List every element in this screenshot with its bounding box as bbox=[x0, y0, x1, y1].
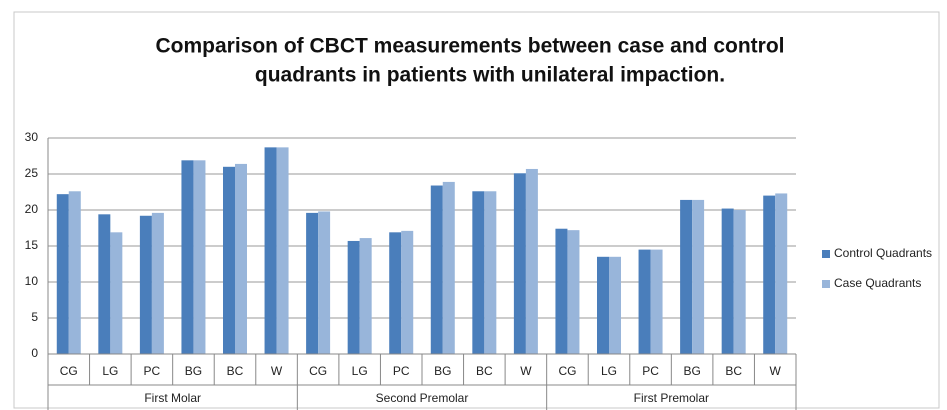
y-tick-label: 5 bbox=[31, 310, 38, 324]
bar bbox=[650, 249, 663, 354]
x-tick-label: W bbox=[271, 364, 283, 378]
legend-label: Control Quadrants bbox=[834, 246, 932, 260]
bar bbox=[151, 212, 164, 354]
bar bbox=[359, 238, 372, 354]
bar bbox=[68, 191, 81, 354]
x-tick-label: CG bbox=[60, 364, 78, 378]
bar bbox=[638, 249, 651, 354]
x-tick-label: BG bbox=[683, 364, 700, 378]
group-label: First Molar bbox=[144, 391, 201, 405]
bar bbox=[733, 210, 746, 354]
bar bbox=[181, 160, 194, 354]
bar bbox=[525, 168, 538, 354]
bar bbox=[680, 199, 693, 354]
legend-swatch bbox=[822, 250, 830, 258]
bar bbox=[223, 166, 235, 354]
x-tick-label: PC bbox=[144, 364, 161, 378]
x-tick-label: BC bbox=[725, 364, 742, 378]
y-tick-label: 15 bbox=[25, 238, 39, 252]
y-tick-label: 0 bbox=[31, 346, 38, 360]
bar bbox=[555, 228, 568, 354]
x-tick-label: PC bbox=[393, 364, 410, 378]
chart-title: Comparison of CBCT measurements between … bbox=[156, 35, 785, 58]
bar bbox=[721, 208, 734, 354]
bar bbox=[609, 256, 621, 354]
x-tick-label: W bbox=[520, 364, 532, 378]
bar bbox=[430, 185, 443, 354]
bar bbox=[389, 232, 402, 354]
x-tick-label: BC bbox=[227, 364, 244, 378]
bar bbox=[347, 240, 360, 354]
group-label: Second Premolar bbox=[376, 391, 469, 405]
y-tick-label: 20 bbox=[25, 202, 39, 216]
chart-title: quadrants in patients with unilateral im… bbox=[255, 64, 725, 87]
legend-label: Case Quadrants bbox=[834, 276, 921, 290]
bar bbox=[318, 211, 331, 354]
x-tick-label: CG bbox=[558, 364, 576, 378]
bar bbox=[775, 193, 788, 354]
x-tick-label: BG bbox=[434, 364, 451, 378]
bar bbox=[276, 147, 289, 354]
bar bbox=[264, 147, 277, 354]
x-tick-label: PC bbox=[642, 364, 659, 378]
x-tick-label: BC bbox=[476, 364, 493, 378]
y-tick-label: 30 bbox=[25, 130, 39, 144]
y-tick-label: 10 bbox=[25, 274, 39, 288]
x-tick-label: LG bbox=[102, 364, 118, 378]
legend-swatch bbox=[822, 280, 830, 288]
bar bbox=[110, 232, 123, 354]
bar bbox=[513, 173, 526, 354]
bar bbox=[235, 163, 247, 354]
bar bbox=[442, 181, 455, 354]
bar bbox=[692, 199, 705, 354]
x-tick-label: BG bbox=[185, 364, 202, 378]
bar bbox=[401, 230, 414, 354]
y-tick-label: 25 bbox=[25, 166, 39, 180]
x-tick-label: CG bbox=[309, 364, 327, 378]
bar bbox=[193, 160, 206, 354]
x-tick-label: LG bbox=[601, 364, 617, 378]
group-label: First Premolar bbox=[634, 391, 709, 405]
x-tick-label: LG bbox=[352, 364, 368, 378]
chart-frame bbox=[13, 11, 940, 409]
bar bbox=[597, 256, 609, 354]
bar bbox=[139, 215, 152, 354]
bar bbox=[484, 191, 497, 354]
bar bbox=[56, 194, 69, 354]
bar bbox=[567, 230, 580, 354]
bar bbox=[472, 191, 485, 354]
bar bbox=[763, 195, 776, 354]
x-tick-label: W bbox=[770, 364, 782, 378]
bar bbox=[306, 212, 319, 354]
bar bbox=[98, 214, 111, 354]
